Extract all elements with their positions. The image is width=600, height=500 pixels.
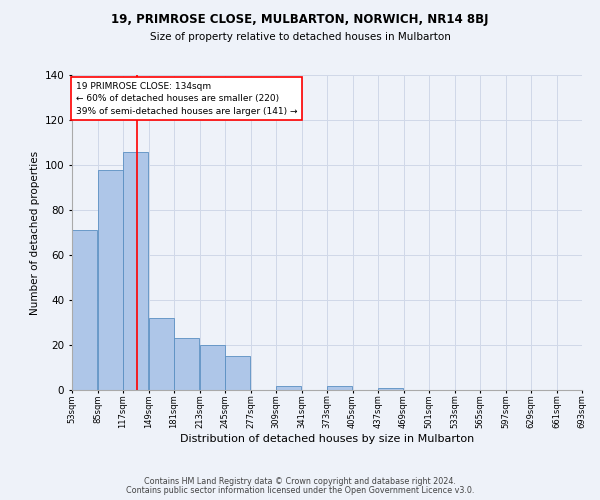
Text: Contains HM Land Registry data © Crown copyright and database right 2024.: Contains HM Land Registry data © Crown c…: [144, 477, 456, 486]
Text: 19 PRIMROSE CLOSE: 134sqm
← 60% of detached houses are smaller (220)
39% of semi: 19 PRIMROSE CLOSE: 134sqm ← 60% of detac…: [76, 82, 298, 116]
Bar: [98, 170, 122, 390]
Bar: [226, 356, 250, 390]
Bar: [149, 318, 173, 390]
Bar: [277, 386, 301, 390]
Bar: [200, 345, 224, 390]
Bar: [328, 386, 352, 390]
Text: Contains public sector information licensed under the Open Government Licence v3: Contains public sector information licen…: [126, 486, 474, 495]
X-axis label: Distribution of detached houses by size in Mulbarton: Distribution of detached houses by size …: [180, 434, 474, 444]
Bar: [124, 152, 148, 390]
Bar: [73, 230, 97, 390]
Bar: [175, 338, 199, 390]
Text: 19, PRIMROSE CLOSE, MULBARTON, NORWICH, NR14 8BJ: 19, PRIMROSE CLOSE, MULBARTON, NORWICH, …: [111, 12, 489, 26]
Y-axis label: Number of detached properties: Number of detached properties: [31, 150, 40, 314]
Bar: [379, 388, 403, 390]
Text: Size of property relative to detached houses in Mulbarton: Size of property relative to detached ho…: [149, 32, 451, 42]
